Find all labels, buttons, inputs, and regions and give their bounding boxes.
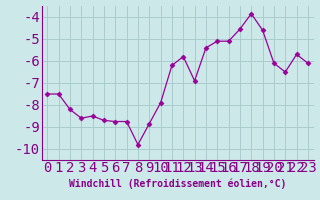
- X-axis label: Windchill (Refroidissement éolien,°C): Windchill (Refroidissement éolien,°C): [69, 178, 286, 189]
